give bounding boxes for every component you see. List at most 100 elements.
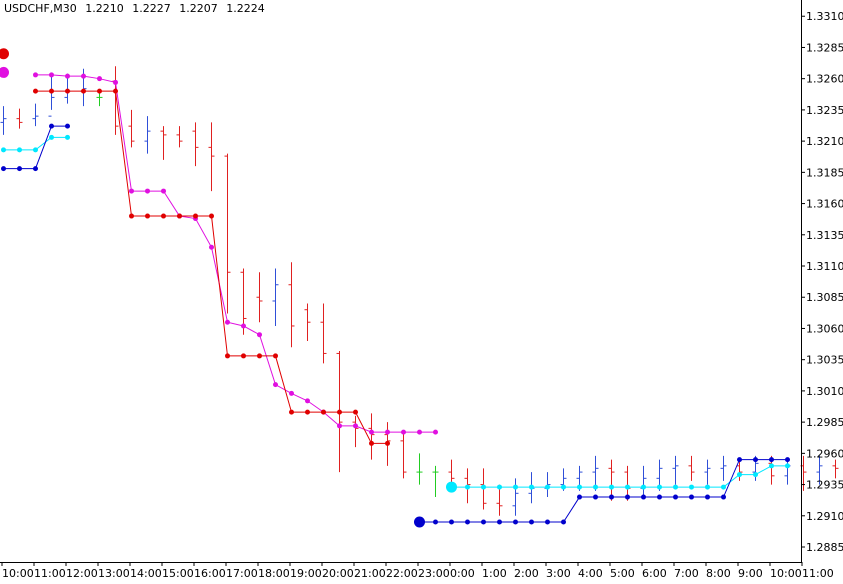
cyan-line-point xyxy=(625,485,630,490)
blue-line-point xyxy=(641,495,646,500)
magenta-line-path xyxy=(36,75,436,432)
cyan-line-point xyxy=(753,472,758,477)
cyan-line-point xyxy=(705,485,710,490)
magenta-line-point xyxy=(433,430,438,435)
red-line-point xyxy=(193,214,198,219)
magenta-line-point xyxy=(145,189,150,194)
blue-line-point xyxy=(513,520,518,525)
blue-line-point xyxy=(625,495,630,500)
ohlc-bar xyxy=(689,456,695,481)
y-tick-label: 1.3010 xyxy=(806,385,843,398)
magenta-line-point xyxy=(97,76,102,81)
red-line-point xyxy=(33,89,38,94)
blue-line-point xyxy=(1,166,6,171)
x-tick-label: 10:00 xyxy=(2,567,34,580)
magenta-line-point xyxy=(113,80,118,85)
magenta-line-point xyxy=(289,391,294,396)
x-tick-label: 17:00 xyxy=(226,567,258,580)
blue-line-point xyxy=(721,495,726,500)
blue-line-point xyxy=(561,520,566,525)
cyan-line-point xyxy=(529,485,534,490)
cyan-line-path xyxy=(452,466,788,487)
ohlc-bar xyxy=(225,154,231,314)
red-line-point xyxy=(225,353,230,358)
red-line-point xyxy=(81,89,86,94)
x-tick-label: 4:00 xyxy=(578,567,603,580)
ohlc-bar xyxy=(673,456,679,485)
symbol-label: USDCHF,M30 xyxy=(4,2,77,15)
ohlc-bar xyxy=(161,126,167,160)
blue-line-point xyxy=(529,520,534,525)
ohlc-bar xyxy=(353,416,359,447)
red-line-point xyxy=(353,410,358,415)
blue-line-point xyxy=(449,520,454,525)
y-tick-label: 1.3110 xyxy=(806,260,843,273)
ohlc-high: 1.2227 xyxy=(132,2,171,15)
ohlc-bar xyxy=(433,466,439,497)
x-tick-label: 8:00 xyxy=(706,567,731,580)
blue-line-point xyxy=(673,495,678,500)
ohlc-bar xyxy=(401,431,407,478)
red-line-point xyxy=(209,214,214,219)
red-line-point xyxy=(241,353,246,358)
red-line-point xyxy=(273,353,278,358)
ohlc-bar xyxy=(417,453,423,484)
ohlc-bar xyxy=(641,466,647,497)
ohlc-bar xyxy=(17,109,23,129)
red-line-point xyxy=(145,214,150,219)
cyan-line-point xyxy=(689,485,694,490)
magenta-line-point xyxy=(49,72,54,77)
magenta-line-point xyxy=(209,245,214,250)
y-tick-label: 1.3085 xyxy=(806,291,843,304)
ohlc-bar xyxy=(785,458,791,484)
x-tick-label: 22:00 xyxy=(386,567,418,580)
cyan-line-point xyxy=(49,135,54,140)
x-tick-label: 3:00 xyxy=(546,567,571,580)
x-tick-label: 14:00 xyxy=(130,567,162,580)
ohlc-bar xyxy=(273,269,279,326)
cyan-line-point xyxy=(721,485,726,490)
ohlc-bar xyxy=(833,460,839,479)
blue-line-point xyxy=(705,495,710,500)
blue-line-point xyxy=(49,124,54,129)
x-tick-label: 1:00 xyxy=(482,567,507,580)
blue-line-point xyxy=(545,520,550,525)
x-tick-label: 13:00 xyxy=(98,567,130,580)
cyan-line-point xyxy=(561,485,566,490)
ohlc-bar xyxy=(209,122,215,191)
cyan-line-point xyxy=(545,485,550,490)
y-tick-label: 1.3035 xyxy=(806,354,843,367)
ohlc-bar xyxy=(721,456,727,481)
x-tick-label: 9:00 xyxy=(738,567,763,580)
y-tick-label: 1.3060 xyxy=(806,322,843,335)
blue-line-point xyxy=(753,457,758,462)
ohlc-bars xyxy=(1,66,843,516)
ohlc-bar xyxy=(257,272,263,322)
signal-dot xyxy=(414,517,425,528)
x-tick-label: 16:00 xyxy=(194,567,226,580)
x-tick-label: 12:00 xyxy=(66,567,98,580)
magenta-line-point xyxy=(337,423,342,428)
magenta-line-point xyxy=(257,332,262,337)
magenta-line-point xyxy=(273,382,278,387)
y-tick-label: 1.3135 xyxy=(806,229,843,242)
ohlc-low: 1.2207 xyxy=(179,2,218,15)
y-tick-label: 1.3260 xyxy=(806,73,843,86)
ohlc-bar xyxy=(737,460,743,481)
blue-line-point xyxy=(737,457,742,462)
magenta-line-point xyxy=(417,430,422,435)
blue-line-point xyxy=(465,520,470,525)
chart-header: USDCHF,M30 1.2210 1.2227 1.2207 1.2224 xyxy=(4,2,270,15)
cyan-line-point xyxy=(17,147,22,152)
magenta-line-point xyxy=(305,398,310,403)
ohlc-bar xyxy=(177,126,183,147)
magenta-line-point xyxy=(129,189,134,194)
magenta-line-point xyxy=(81,74,86,79)
cyan-line-point xyxy=(737,472,742,477)
indicator-lines xyxy=(0,48,790,527)
blue-line-point xyxy=(17,166,22,171)
cyan-line-point xyxy=(1,147,6,152)
cyan-line-point xyxy=(657,485,662,490)
